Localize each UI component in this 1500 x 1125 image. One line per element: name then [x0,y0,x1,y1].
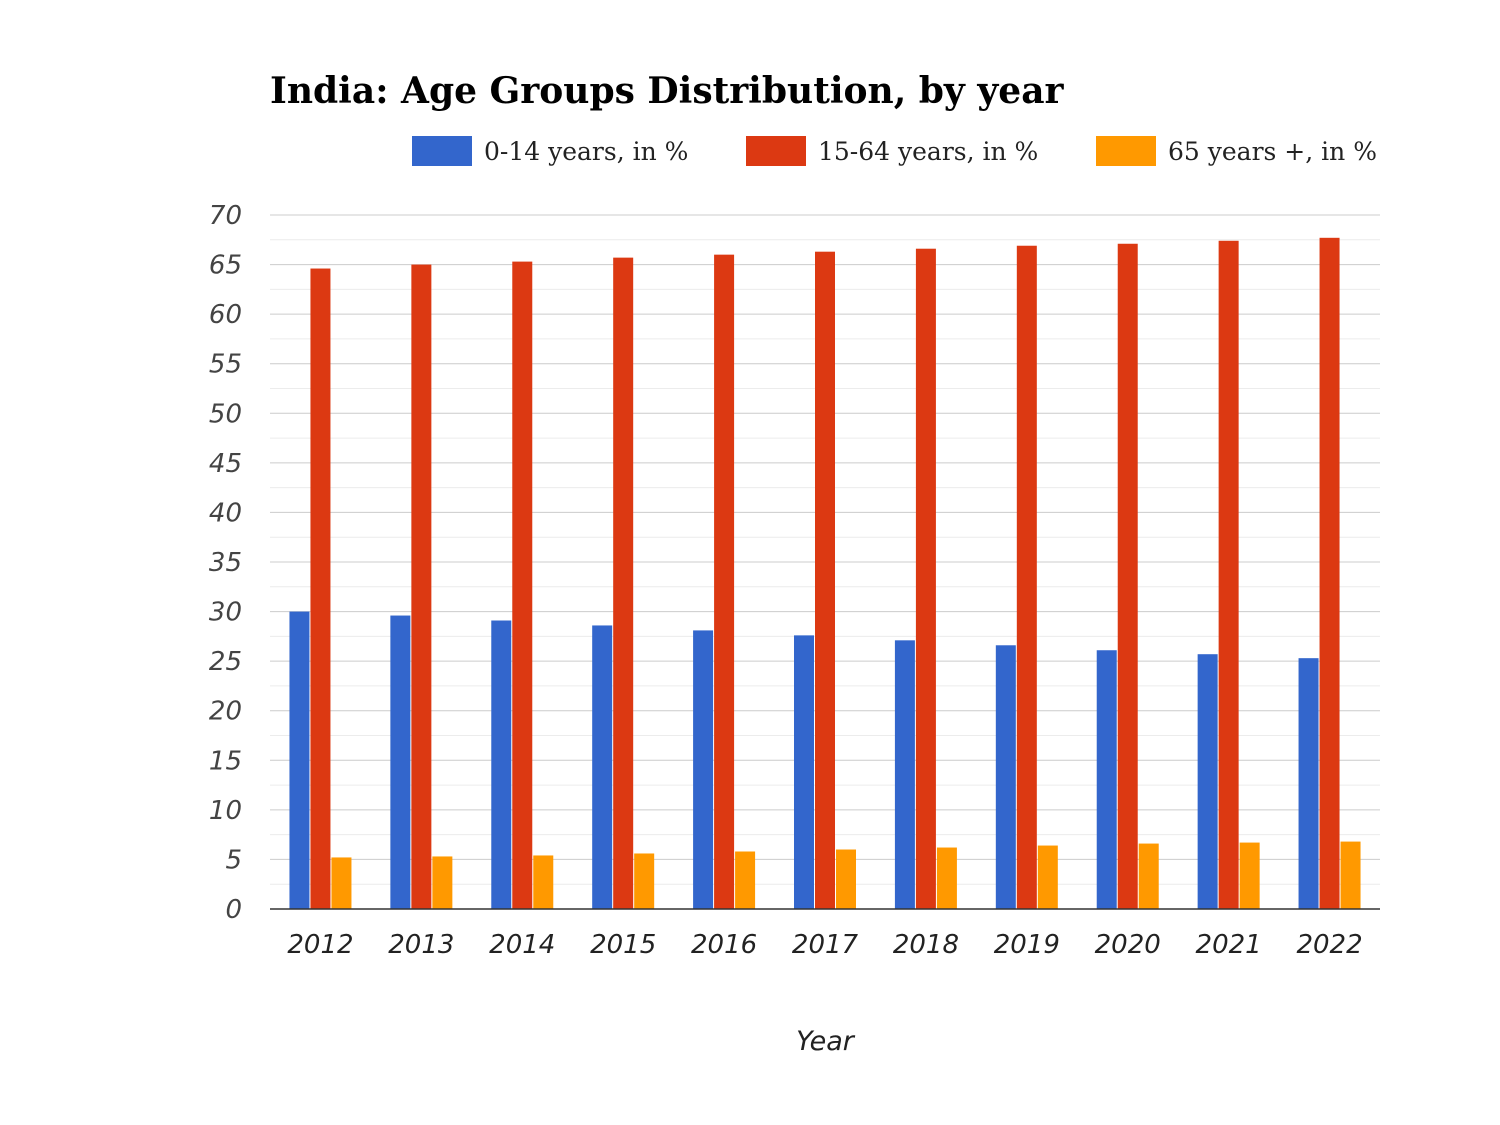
bar-2012-series-0 [289,611,310,909]
bar-2017-series-0 [794,635,814,909]
bar-2012-series-1 [310,268,331,910]
legend-label-0-14: 0-14 years, in % [484,136,689,166]
bar-2020-series-1 [1117,243,1138,909]
bar-2015-series-2 [634,853,655,909]
x-tick-label: 2012 [287,930,353,960]
bar-2018-series-0 [894,640,915,909]
y-tick-label: 70 [209,201,242,231]
legend-swatch-65-plus [1096,136,1156,166]
y-tick-label: 0 [225,895,242,925]
y-tick-label: 40 [209,498,242,528]
bar-2020-series-2 [1138,843,1159,909]
x-tick-label: 2019 [994,930,1060,960]
x-tick-label: 2020 [1095,930,1161,960]
y-tick-label: 10 [209,796,242,826]
bar-2016-series-2 [735,851,756,909]
bar-2020-series-0 [1096,650,1117,909]
bar-2018-series-2 [936,847,957,909]
y-tick-label: 15 [209,746,242,776]
y-tick-label: 65 [209,251,242,281]
bar-2012-series-2 [331,857,352,909]
legend-item-15-64: 15-64 years, in % [746,134,1038,168]
bar-2022-series-0 [1298,658,1319,909]
bar-2019-series-1 [1016,245,1037,910]
legend-swatch-15-64 [746,136,806,166]
x-tick-label: 2016 [691,930,757,960]
y-tick-label: 5 [225,845,242,875]
bar-2014-series-2 [533,855,554,909]
bar-2013-series-0 [390,615,411,909]
bar-2019-series-2 [1037,845,1058,909]
x-tick-label: 2013 [388,930,454,960]
bar-2013-series-2 [432,856,453,909]
y-tick-label: 45 [209,449,242,479]
bar-2017-series-2 [836,849,856,909]
x-tick-label: 2017 [792,930,859,960]
legend-item-0-14: 0-14 years, in % [412,134,688,168]
x-tick-label: 2018 [893,930,959,960]
legend-swatch-0-14 [412,136,472,166]
chart-title: India: Age Groups Distribution, by year [270,70,1064,112]
bar-2014-series-0 [491,620,512,909]
x-tick-label: 2021 [1196,930,1262,960]
bar-2021-series-0 [1197,654,1218,909]
bar-2016-series-0 [693,630,714,909]
x-tick-label: 2022 [1296,930,1362,960]
y-tick-label: 35 [209,548,242,578]
y-tick-label: 25 [209,647,242,677]
bar-2022-series-1 [1319,237,1340,909]
bar-2019-series-0 [995,645,1016,909]
bar-2013-series-1 [411,264,432,910]
y-tick-label: 20 [209,697,242,727]
x-tick-label: 2015 [590,930,656,960]
y-tick-label: 50 [209,399,242,429]
legend-label-65-plus: 65 years +, in % [1168,136,1377,166]
bar-2021-series-1 [1218,240,1239,909]
x-tick-label: 2014 [489,930,555,960]
bar-2021-series-2 [1239,842,1260,909]
bar-2014-series-1 [512,261,533,909]
y-tick-label: 60 [209,300,242,330]
bar-2015-series-0 [592,625,613,909]
bar-2018-series-1 [915,248,936,910]
legend-item-65-plus: 65 years +, in % [1096,134,1377,168]
bar-2015-series-1 [613,257,634,909]
bar-2022-series-2 [1340,841,1361,909]
x-axis-title: Year [796,1026,856,1057]
y-tick-label: 30 [209,598,242,628]
bar-2017-series-1 [815,251,835,909]
y-tick-label: 55 [209,350,242,380]
legend-label-15-64: 15-64 years, in % [818,136,1039,166]
bar-2016-series-1 [714,254,735,909]
